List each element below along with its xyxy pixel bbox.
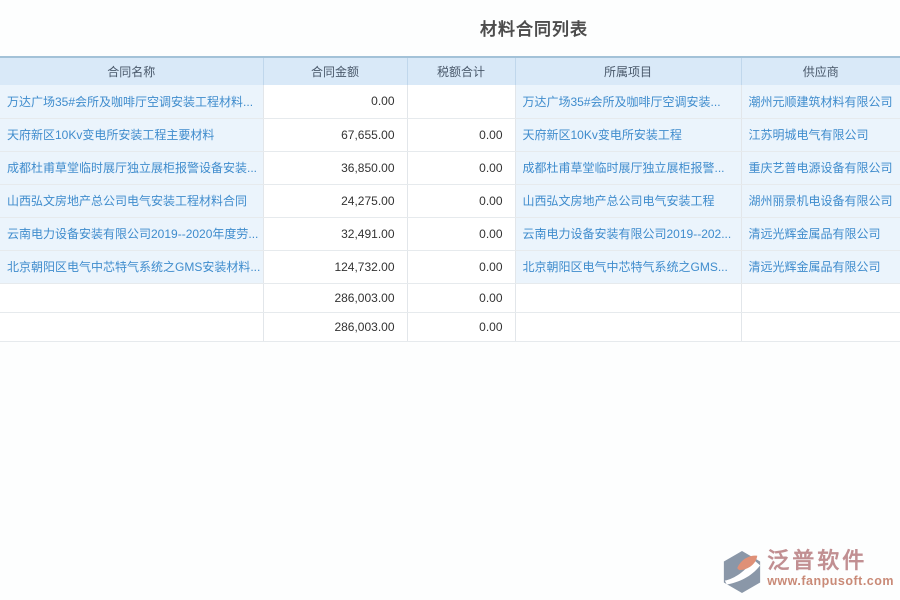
supplier-link[interactable]: 湖州丽景机电设备有限公司 (741, 184, 900, 218)
contract-name-link[interactable]: 成都杜甫草堂临时展厅独立展柜报警设备安装... (0, 151, 264, 185)
column-header-tax-total: 税额合计 (407, 57, 516, 85)
column-header-project: 所属项目 (515, 57, 742, 85)
amount-cell: 32,491.00 (263, 217, 408, 251)
supplier-link[interactable]: 清远光辉金属品有限公司 (741, 217, 900, 251)
empty-cell (0, 312, 264, 342)
tax-cell: 0.00 (407, 151, 516, 185)
project-link[interactable]: 天府新区10Kv变电所安装工程 (515, 118, 742, 152)
supplier-link[interactable]: 潮州元顺建筑材料有限公司 (741, 85, 900, 119)
subtotal-tax: 0.00 (407, 283, 516, 313)
supplier-link[interactable]: 江苏明城电气有限公司 (741, 118, 900, 152)
contract-name-link[interactable]: 北京朝阳区电气中芯特气系统之GMS安装材料... (0, 250, 264, 284)
contract-name-link[interactable]: 山西弘文房地产总公司电气安装工程材料合同 (0, 184, 264, 218)
supplier-link[interactable]: 重庆艺普电源设备有限公司 (741, 151, 900, 185)
table-header-row: 合同名称 合同金额 税额合计 所属项目 供应商 (0, 57, 900, 85)
table-row: 北京朝阳区电气中芯特气系统之GMS安装材料... 124,732.00 0.00… (0, 250, 900, 284)
project-link[interactable]: 成都杜甫草堂临时展厅独立展柜报警... (515, 151, 742, 185)
tax-cell: 0.00 (407, 184, 516, 218)
amount-cell: 0.00 (263, 85, 408, 119)
page-title: 材料合同列表 (480, 20, 588, 39)
grand-total-tax: 0.00 (407, 312, 516, 342)
amount-cell: 36,850.00 (263, 151, 408, 185)
fanpu-logo-icon (724, 551, 761, 593)
table-row: 成都杜甫草堂临时展厅独立展柜报警设备安装... 36,850.00 0.00 成… (0, 151, 900, 185)
contract-name-link[interactable]: 天府新区10Kv变电所安装工程主要材料 (0, 118, 264, 152)
table-row: 万达广场35#会所及咖啡厅空调安装工程材料... 0.00 万达广场35#会所及… (0, 85, 900, 119)
subtotal-row: 286,003.00 0.00 (0, 283, 900, 313)
material-contract-table: 合同名称 合同金额 税额合计 所属项目 供应商 万达广场35#会所及咖啡厅空调安… (0, 56, 900, 342)
column-header-supplier: 供应商 (741, 57, 900, 85)
project-link[interactable]: 万达广场35#会所及咖啡厅空调安装... (515, 85, 742, 119)
supplier-link[interactable]: 清远光辉金属品有限公司 (741, 250, 900, 284)
grand-total-amount: 286,003.00 (263, 312, 408, 342)
empty-cell (741, 283, 900, 313)
empty-cell (741, 312, 900, 342)
amount-cell: 124,732.00 (263, 250, 408, 284)
table-row: 山西弘文房地产总公司电气安装工程材料合同 24,275.00 0.00 山西弘文… (0, 184, 900, 218)
grand-total-row: 286,003.00 0.00 (0, 312, 900, 342)
project-link[interactable]: 北京朝阳区电气中芯特气系统之GMS... (515, 250, 742, 284)
column-header-contract-amount: 合同金额 (263, 57, 408, 85)
empty-cell (515, 283, 742, 313)
empty-cell (0, 283, 264, 313)
amount-cell: 24,275.00 (263, 184, 408, 218)
contract-name-link[interactable]: 云南电力设备安装有限公司2019--2020年度劳... (0, 217, 264, 251)
contract-name-link[interactable]: 万达广场35#会所及咖啡厅空调安装工程材料... (0, 85, 264, 119)
empty-cell (515, 312, 742, 342)
brand-name: 泛普软件 (767, 548, 868, 573)
brand-url[interactable]: www.fanpusoft.com (767, 574, 894, 588)
fanpu-logo[interactable]: 泛普软件 www.fanpusoft.com (721, 548, 894, 594)
table-row: 云南电力设备安装有限公司2019--2020年度劳... 32,491.00 0… (0, 217, 900, 251)
table-row: 天府新区10Kv变电所安装工程主要材料 67,655.00 0.00 天府新区1… (0, 118, 900, 152)
column-header-contract-name: 合同名称 (0, 57, 264, 85)
project-link[interactable]: 山西弘文房地产总公司电气安装工程 (515, 184, 742, 218)
tax-cell (407, 85, 516, 119)
amount-cell: 67,655.00 (263, 118, 408, 152)
project-link[interactable]: 云南电力设备安装有限公司2019--202... (515, 217, 742, 251)
tax-cell: 0.00 (407, 250, 516, 284)
subtotal-amount: 286,003.00 (263, 283, 408, 313)
tax-cell: 0.00 (407, 217, 516, 251)
tax-cell: 0.00 (407, 118, 516, 152)
